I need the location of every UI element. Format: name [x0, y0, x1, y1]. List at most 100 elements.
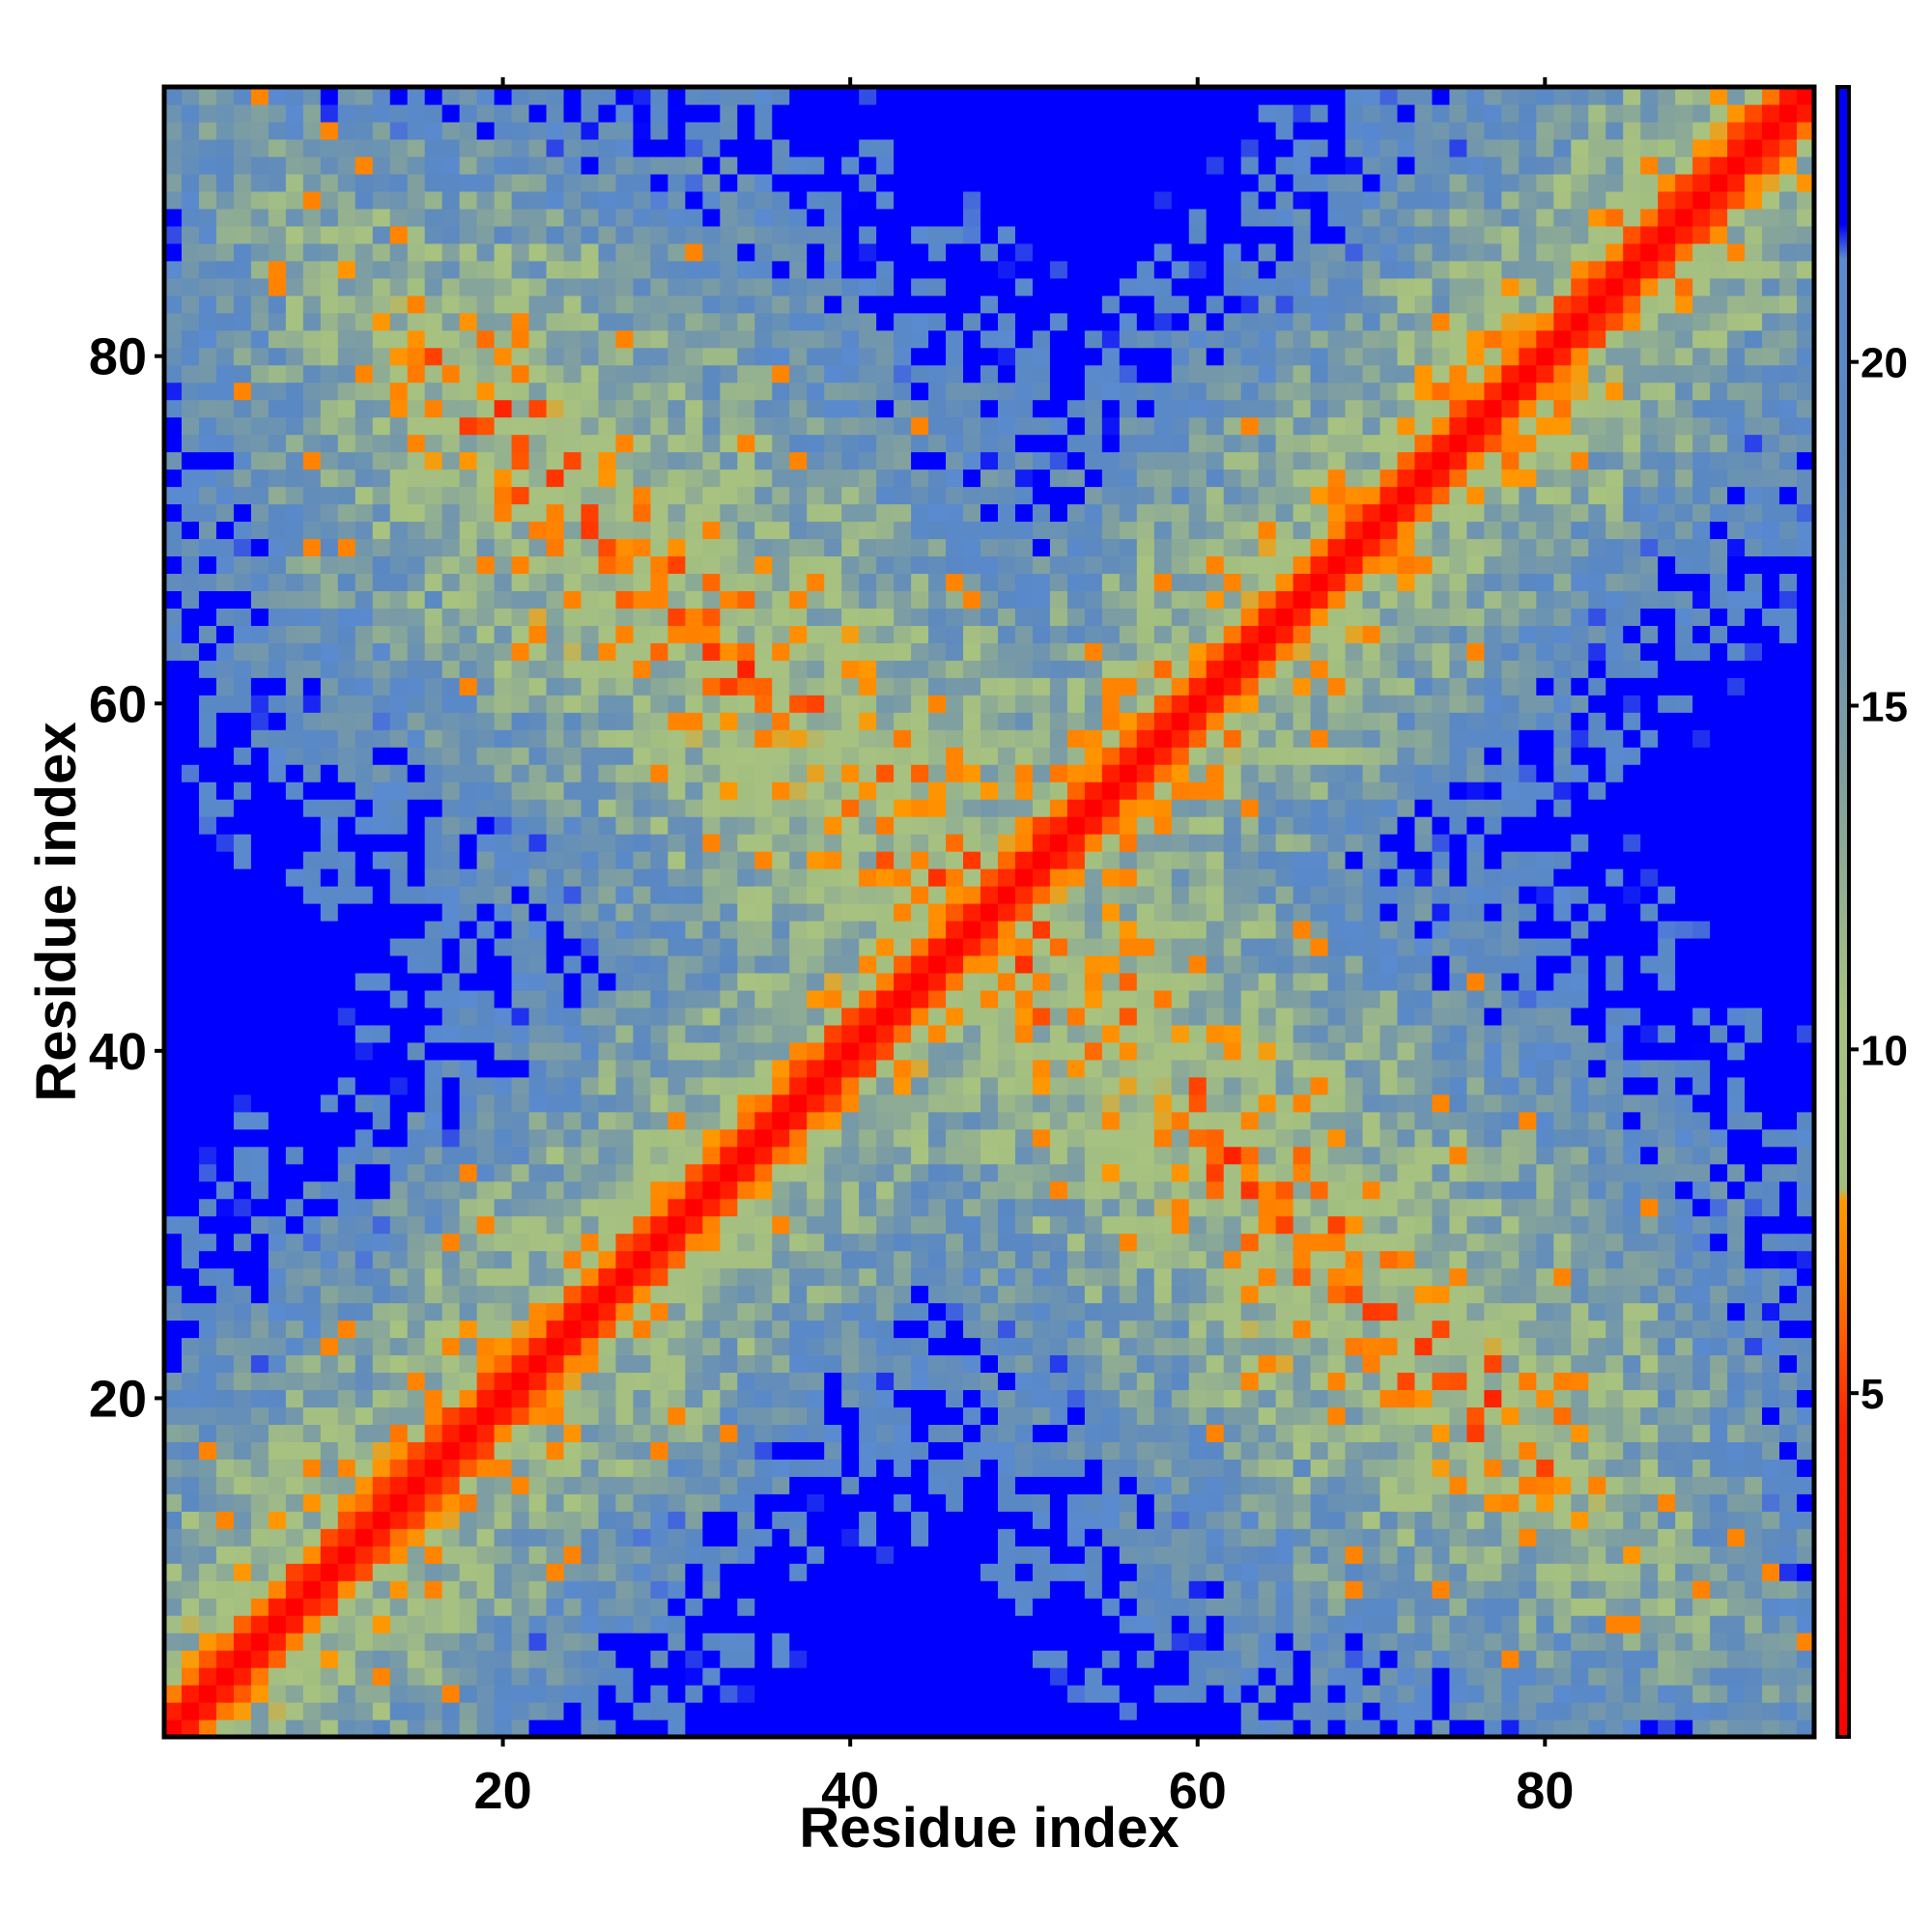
- heatmap-cell: [285, 434, 304, 453]
- heatmap-cell: [807, 364, 825, 384]
- heatmap-cell: [633, 1128, 652, 1148]
- heatmap-cell: [511, 1528, 530, 1547]
- heatmap-cell: [215, 1320, 235, 1339]
- heatmap-cell: [963, 834, 981, 852]
- heatmap-cell: [702, 1702, 721, 1720]
- heatmap-cell: [841, 1493, 860, 1512]
- heatmap-cell: [250, 103, 270, 123]
- heatmap-cell: [859, 1041, 877, 1061]
- heatmap-cell: [285, 1598, 304, 1616]
- heatmap-cell: [459, 225, 478, 244]
- heatmap-cell: [615, 677, 635, 696]
- heatmap-cell: [807, 521, 825, 540]
- heatmap-cell: [980, 1320, 999, 1339]
- heatmap-cell: [650, 816, 668, 835]
- heatmap-cell: [459, 1546, 478, 1564]
- heatmap-cell: [789, 451, 808, 470]
- heatmap-cell: [841, 399, 860, 418]
- heatmap-cell: [841, 173, 860, 192]
- heatmap-cell: [546, 451, 565, 470]
- heatmap-cell: [424, 1615, 443, 1634]
- heatmap-cell: [1066, 1702, 1086, 1720]
- heatmap-cell: [650, 295, 668, 314]
- heatmap-cell: [355, 695, 374, 713]
- heatmap-cell: [389, 834, 409, 852]
- heatmap-cell: [894, 695, 912, 713]
- heatmap-cell: [737, 1563, 755, 1581]
- heatmap-cell: [789, 1285, 808, 1304]
- heatmap-cell: [859, 225, 877, 244]
- heatmap-cell: [894, 1528, 912, 1547]
- heatmap-cell: [1014, 260, 1034, 279]
- heatmap-cell: [633, 764, 652, 782]
- heatmap-cell: [1014, 434, 1034, 453]
- heatmap-cell: [772, 1059, 790, 1078]
- heatmap-cell: [598, 920, 617, 939]
- heatmap-cell: [876, 903, 895, 922]
- heatmap-cell: [181, 937, 200, 956]
- heatmap-cell: [476, 1633, 496, 1651]
- heatmap-cell: [268, 382, 287, 401]
- heatmap-cell: [963, 190, 981, 210]
- heatmap-cell: [441, 590, 461, 609]
- heatmap-cell: [511, 1111, 530, 1130]
- heatmap-cell: [164, 1250, 183, 1269]
- heatmap-cell: [1049, 1598, 1068, 1616]
- heatmap-cell: [807, 1285, 825, 1304]
- heatmap-cell: [233, 1633, 252, 1651]
- heatmap-cell: [355, 156, 374, 175]
- heatmap-cell: [946, 781, 964, 800]
- heatmap-cell: [181, 416, 200, 436]
- heatmap-cell: [320, 1128, 339, 1148]
- heatmap-cell: [911, 1719, 929, 1738]
- heatmap-cell: [546, 1320, 565, 1339]
- heatmap-cell: [963, 1250, 981, 1269]
- heatmap-cell: [963, 434, 981, 453]
- heatmap-cell: [633, 1302, 652, 1321]
- heatmap-cell: [772, 1493, 790, 1512]
- heatmap-cell: [633, 972, 652, 991]
- heatmap-cell: [459, 555, 478, 575]
- heatmap-cell: [702, 277, 721, 297]
- heatmap-cell: [807, 1528, 825, 1547]
- heatmap-cell: [581, 1354, 600, 1374]
- heatmap-cell: [511, 1685, 530, 1703]
- heatmap-cell: [754, 1267, 773, 1287]
- heatmap-cell: [702, 954, 721, 974]
- heatmap-cell: [946, 695, 964, 713]
- heatmap-cell: [807, 1719, 825, 1738]
- heatmap-cell: [372, 469, 391, 488]
- heatmap-cell: [789, 1320, 808, 1339]
- heatmap-cell: [633, 1406, 652, 1425]
- heatmap-cell: [876, 729, 895, 748]
- heatmap-cell: [807, 1302, 825, 1321]
- heatmap-cell: [528, 1685, 548, 1703]
- heatmap-cell: [789, 989, 808, 1009]
- heatmap-cell: [997, 1372, 1016, 1391]
- heatmap-cell: [1014, 590, 1034, 609]
- heatmap-cell: [841, 1215, 860, 1235]
- heatmap-cell: [1049, 903, 1068, 922]
- heatmap-cell: [997, 677, 1016, 696]
- heatmap-cell: [459, 1719, 478, 1738]
- heatmap-cell: [772, 1546, 790, 1564]
- heatmap-cell: [250, 608, 270, 626]
- heatmap-cell: [494, 573, 513, 591]
- heatmap-cell: [407, 190, 426, 210]
- heatmap-cell: [337, 1702, 356, 1720]
- heatmap-cell: [476, 138, 496, 157]
- heatmap-cell: [424, 87, 443, 105]
- heatmap-cell: [476, 1076, 496, 1095]
- heatmap-cell: [164, 625, 183, 643]
- heatmap-cell: [963, 1476, 981, 1494]
- heatmap-cell: [754, 347, 773, 366]
- heatmap-cell: [459, 521, 478, 540]
- heatmap-cell: [737, 920, 755, 939]
- heatmap-cell: [285, 503, 304, 523]
- heatmap-cell: [980, 1076, 999, 1095]
- heatmap-cell: [528, 1041, 548, 1061]
- heatmap-cell: [928, 555, 947, 575]
- heatmap-cell: [1066, 1580, 1086, 1599]
- heatmap-cell: [737, 486, 755, 505]
- heatmap-cell: [389, 190, 409, 210]
